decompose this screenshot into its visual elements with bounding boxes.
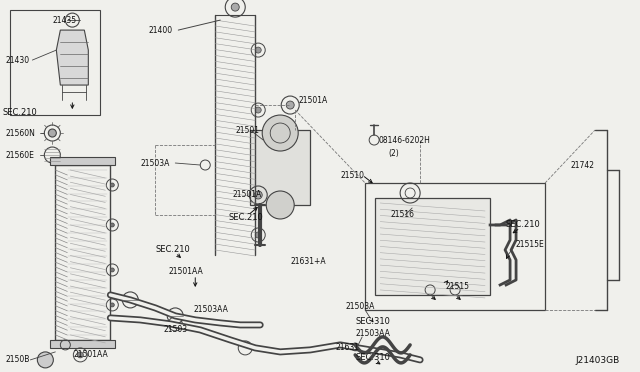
Circle shape — [286, 101, 294, 109]
Polygon shape — [250, 130, 310, 205]
Circle shape — [37, 352, 53, 368]
Text: SEC.310: SEC.310 — [355, 353, 390, 362]
Text: 21503A: 21503A — [345, 302, 374, 311]
Circle shape — [110, 223, 115, 227]
Text: (2): (2) — [388, 148, 399, 157]
Text: 21742: 21742 — [570, 160, 594, 170]
Text: 2150B: 2150B — [5, 355, 29, 365]
Text: 21501AA: 21501AA — [168, 267, 203, 276]
Text: 21516: 21516 — [390, 211, 414, 219]
Text: 21515: 21515 — [445, 282, 469, 291]
Circle shape — [49, 129, 56, 137]
Circle shape — [255, 232, 261, 238]
Circle shape — [110, 268, 115, 272]
Circle shape — [77, 352, 83, 358]
Text: SEC.210: SEC.210 — [156, 246, 190, 254]
Polygon shape — [375, 198, 490, 295]
Text: 08146-6202H: 08146-6202H — [378, 135, 430, 145]
Text: 21503AA: 21503AA — [355, 330, 390, 339]
Text: 21515E: 21515E — [515, 240, 544, 250]
Text: 21435: 21435 — [52, 16, 76, 25]
Text: 21560N: 21560N — [5, 129, 35, 138]
Text: 21430: 21430 — [5, 55, 29, 65]
Circle shape — [255, 47, 261, 53]
Text: 21501: 21501 — [236, 125, 259, 135]
Text: 21510: 21510 — [340, 170, 364, 180]
Circle shape — [110, 183, 115, 187]
Circle shape — [266, 191, 294, 219]
Circle shape — [255, 107, 261, 113]
Polygon shape — [51, 340, 115, 348]
Polygon shape — [51, 157, 115, 165]
Text: 21503AA: 21503AA — [193, 305, 228, 314]
Text: 21631: 21631 — [335, 343, 359, 352]
Circle shape — [255, 172, 261, 178]
Text: SEC.210: SEC.210 — [505, 221, 540, 230]
Circle shape — [254, 191, 262, 199]
Circle shape — [351, 343, 359, 351]
Circle shape — [231, 3, 239, 11]
Text: 21501A: 21501A — [232, 190, 262, 199]
Text: 21503A: 21503A — [140, 158, 170, 167]
Text: 21501A: 21501A — [298, 96, 328, 105]
Text: 21631+A: 21631+A — [290, 257, 326, 266]
Circle shape — [110, 303, 115, 307]
Circle shape — [262, 115, 298, 151]
Text: 21501AA: 21501AA — [74, 350, 108, 359]
Text: SEC.210: SEC.210 — [3, 108, 38, 116]
Polygon shape — [56, 30, 88, 85]
Text: 21503: 21503 — [163, 326, 188, 334]
Text: 21400: 21400 — [148, 26, 172, 35]
Text: SEC.310: SEC.310 — [355, 317, 390, 326]
Text: 21560E: 21560E — [5, 151, 35, 160]
Text: SEC.210: SEC.210 — [228, 214, 263, 222]
Text: J21403GB: J21403GB — [576, 356, 620, 365]
